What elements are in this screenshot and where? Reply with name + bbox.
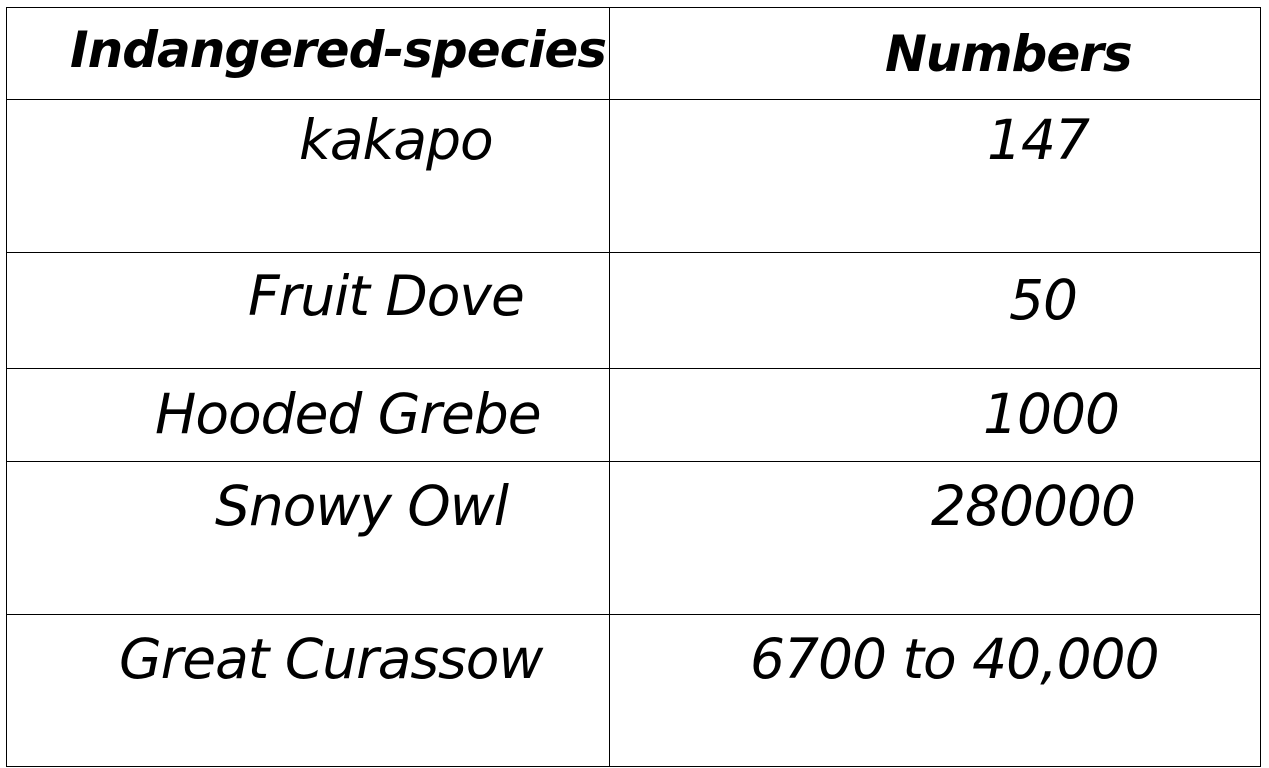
row-divider <box>6 99 1261 100</box>
number-cell: 50 <box>1009 268 1078 332</box>
row-divider <box>6 252 1261 253</box>
row-divider <box>6 368 1261 369</box>
column-divider <box>609 7 610 767</box>
table-border-left <box>6 7 7 767</box>
number-cell: 6700 to 40,000 <box>750 627 1160 691</box>
row-divider <box>6 614 1261 615</box>
species-cell: Fruit Dove <box>248 264 525 328</box>
species-table: Indangered-species Numbers kakapo 147 Fr… <box>6 7 1261 767</box>
number-cell: 280000 <box>931 474 1136 538</box>
number-cell: 147 <box>987 108 1090 172</box>
header-species: Indangered-species <box>70 21 607 79</box>
species-cell: Snowy Owl <box>215 474 509 538</box>
species-cell: Great Curassow <box>119 627 543 691</box>
table-border-right <box>1260 7 1261 767</box>
header-numbers: Numbers <box>885 25 1133 83</box>
table-border-bottom <box>6 766 1261 767</box>
species-cell: kakapo <box>299 108 494 172</box>
row-divider <box>6 461 1261 462</box>
number-cell: 1000 <box>983 382 1120 446</box>
species-cell: Hooded Grebe <box>155 382 542 446</box>
table-border-top <box>6 7 1261 8</box>
